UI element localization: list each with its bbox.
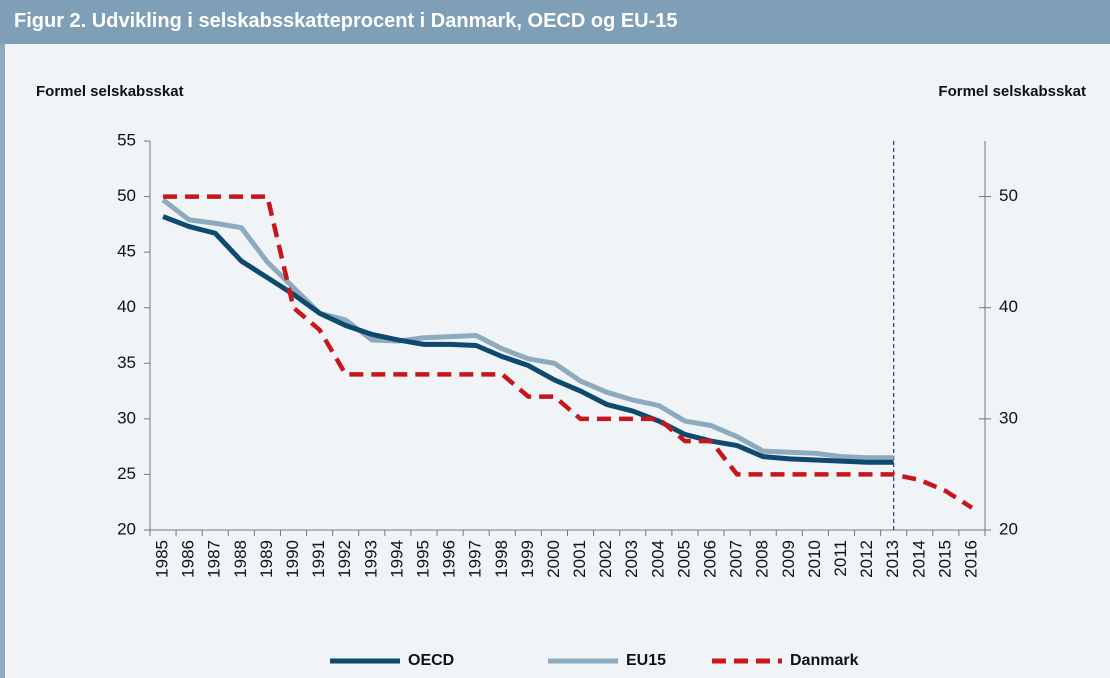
x-tick-label: 2015 — [935, 540, 954, 578]
x-tick-label: 1998 — [492, 540, 511, 578]
x-tick-label: 2005 — [674, 540, 693, 578]
x-tick-label: 2001 — [570, 540, 589, 578]
x-tick-label: 2003 — [622, 540, 641, 578]
y-axis-label: Formel selskabsskat — [36, 83, 184, 100]
x-tick-label: 2007 — [727, 540, 746, 578]
x-tick-label: 1994 — [387, 540, 406, 578]
y-tick-label: 50 — [117, 186, 136, 205]
y-tick-label: 55 — [117, 130, 136, 149]
left-edge — [0, 44, 5, 678]
x-tick-label: 1991 — [309, 540, 328, 578]
x-tick-label: 1996 — [440, 540, 459, 578]
figure-title: Figur 2. Udvikling i selskabsskatteproce… — [14, 10, 678, 32]
series-line — [163, 194, 974, 510]
x-tick-label: 1986 — [179, 540, 198, 578]
x-tick-label: 2008 — [753, 540, 772, 578]
x-tick-label: 1992 — [335, 540, 354, 578]
y2-tick-label: 20 — [999, 519, 1018, 538]
x-tick-label: 2011 — [831, 540, 850, 577]
series-line — [162, 214, 894, 465]
x-tick-label: 2013 — [883, 540, 902, 578]
x-tick-label: 1988 — [231, 540, 250, 578]
x-tick-label: 1995 — [413, 540, 432, 578]
x-tick-label: 1990 — [283, 540, 302, 578]
x-tick-label: 1993 — [361, 540, 380, 578]
x-tick-label: 1985 — [153, 540, 172, 578]
x-tick-label: 2014 — [909, 540, 928, 578]
y2-tick-label: 30 — [999, 408, 1018, 427]
y-tick-label: 35 — [117, 353, 136, 372]
x-tick-label: 2010 — [805, 540, 824, 578]
legend-label: OECD — [408, 652, 454, 669]
y-tick-label: 25 — [117, 464, 136, 483]
x-tick-label: 2016 — [961, 540, 980, 578]
x-tick-label: 1999 — [518, 540, 537, 578]
x-tick-label: 2009 — [779, 540, 798, 578]
header-bar — [0, 0, 1110, 44]
legend-label: EU15 — [626, 652, 666, 669]
x-tick-label: 2012 — [857, 540, 876, 578]
x-tick-label: 2000 — [544, 540, 563, 578]
legend-label: Danmark — [790, 652, 859, 669]
y-tick-label: 30 — [117, 408, 136, 427]
y2-tick-label: 40 — [999, 297, 1018, 316]
x-tick-label: 2006 — [701, 540, 720, 578]
y-tick-label: 45 — [117, 242, 136, 261]
x-tick-label: 1987 — [205, 540, 224, 578]
x-tick-label: 1997 — [466, 540, 485, 578]
x-tick-label: 2004 — [648, 540, 667, 578]
y2-axis-label: Formel selskabsskat — [938, 83, 1086, 100]
y2-tick-label: 50 — [999, 186, 1018, 205]
series-line — [161, 197, 894, 461]
x-tick-label: 2002 — [596, 540, 615, 578]
x-tick-label: 1989 — [257, 540, 276, 578]
y-tick-label: 20 — [117, 519, 136, 538]
y-tick-label: 40 — [117, 297, 136, 316]
